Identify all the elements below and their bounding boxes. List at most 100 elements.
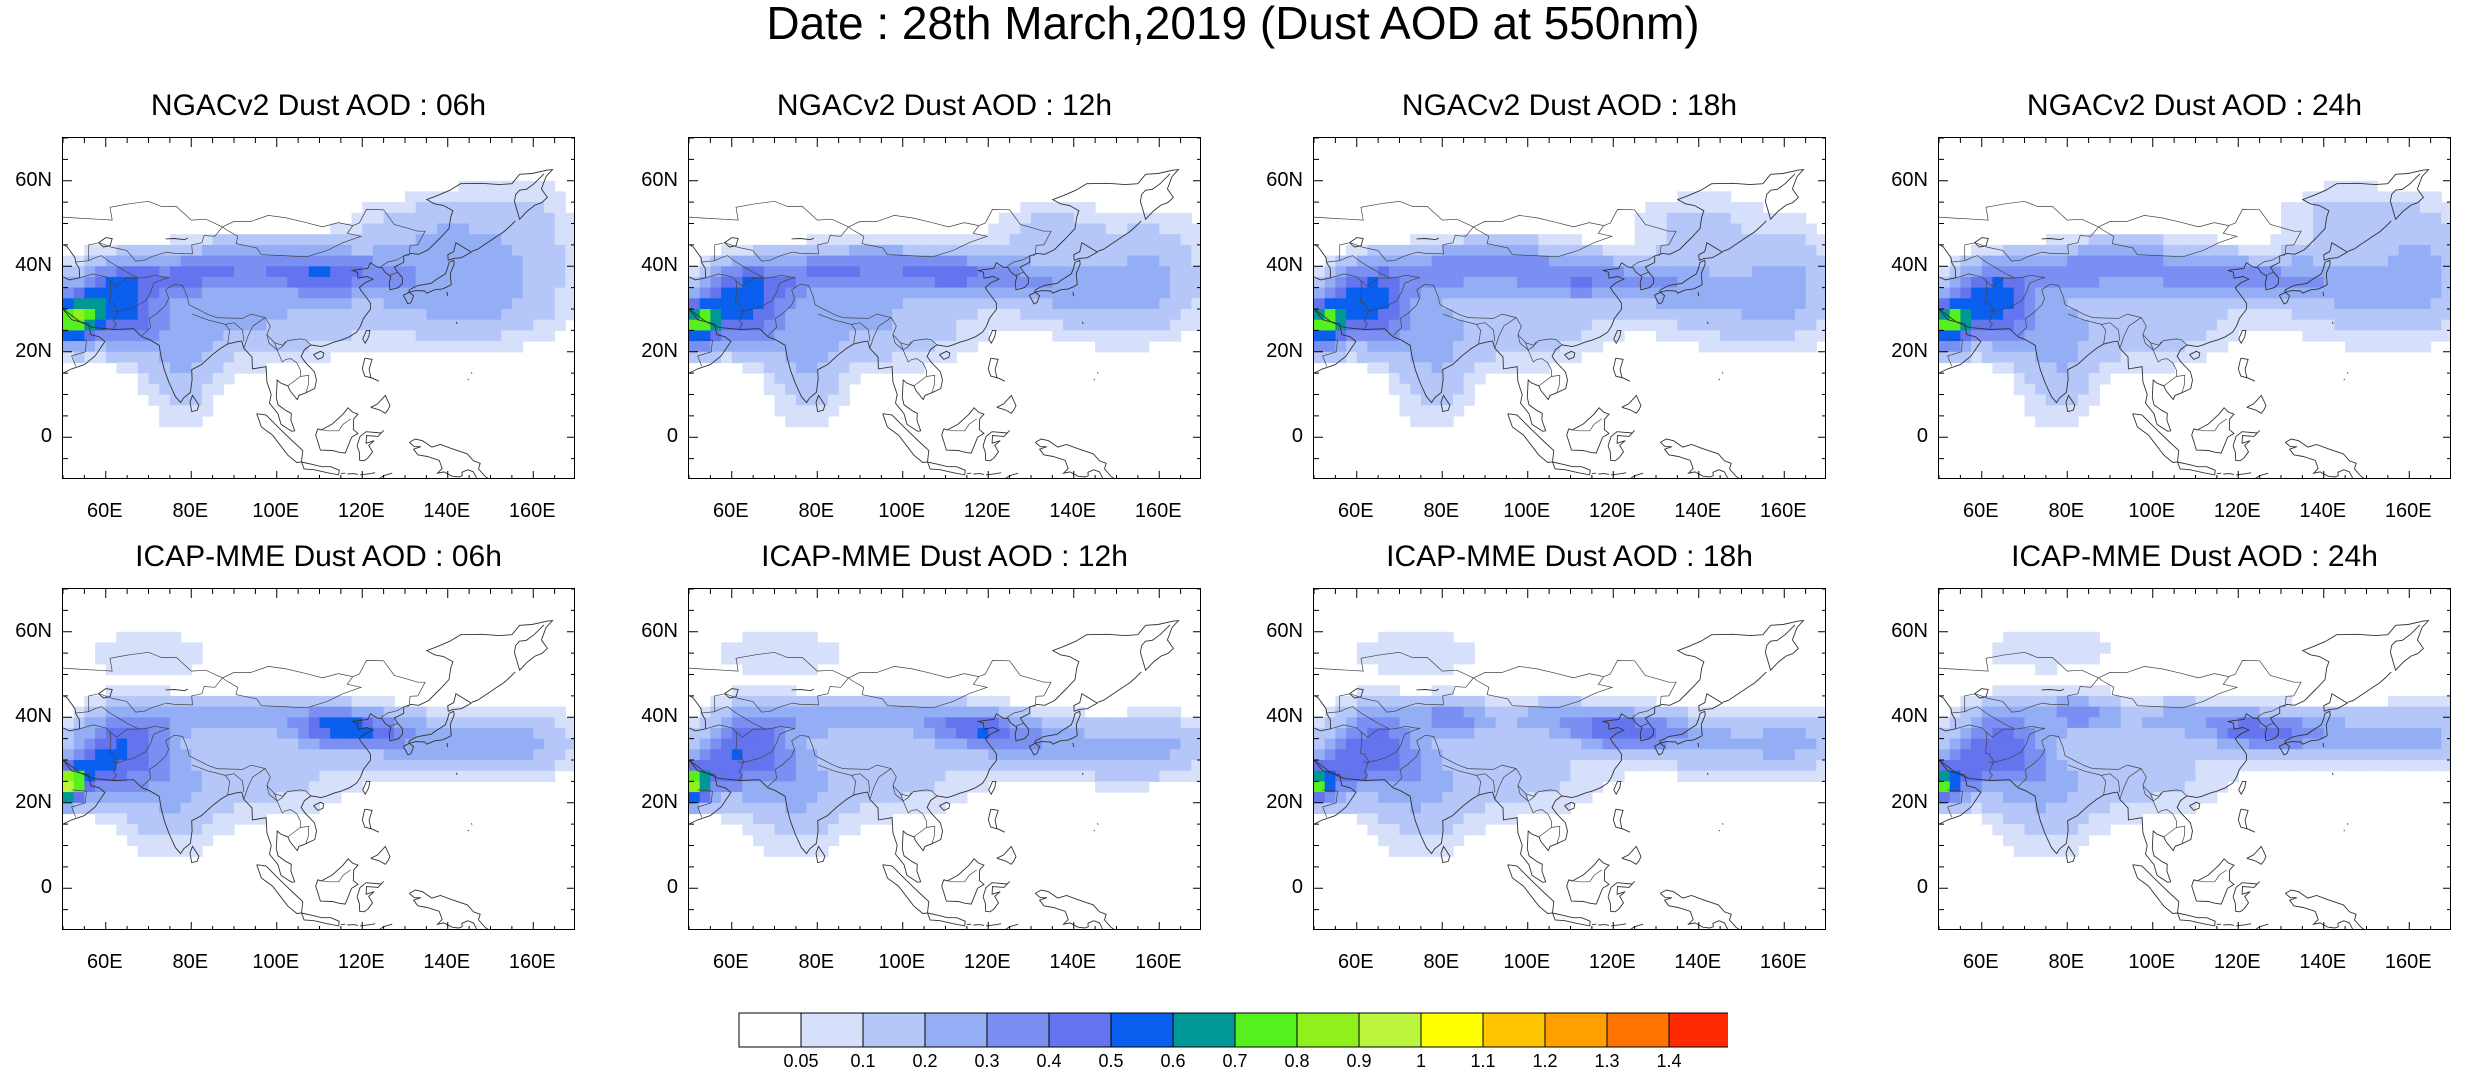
lon-tick-label: 160E (1134, 500, 1182, 522)
colorbar-swatch (862, 1012, 926, 1048)
lon-tick-label: 160E (1759, 951, 1807, 973)
lon-tick-label: 140E (2299, 500, 2347, 522)
country-borders (63, 200, 426, 432)
country-borders (63, 651, 426, 883)
colorbar-label: 1.2 (1532, 1051, 1558, 1071)
lat-tick-label: 40N (1266, 254, 1303, 277)
panel-title: ICAP-MME Dust AOD : 06h (135, 540, 502, 573)
colorbar-label: 0.2 (912, 1051, 938, 1071)
lat-tick-label: 0 (1291, 425, 1303, 448)
colorbar-label: 1.1 (1470, 1051, 1496, 1071)
lon-tick-label: 120E (337, 500, 385, 522)
lon-tick-label: 100E (252, 500, 300, 522)
colorbar-swatch (800, 1012, 864, 1048)
lon-tick-label: 140E (1049, 500, 1097, 522)
colorbar-label: 1.3 (1594, 1051, 1620, 1071)
aod-field (1314, 631, 1825, 857)
lon-tick-label: 60E (1962, 951, 1999, 973)
colorbar-label: 0.5 (1098, 1051, 1124, 1071)
lat-tick-label: 20N (1891, 790, 1928, 813)
lon-tick-label: 160E (508, 500, 556, 522)
lon-tick-label: 80E (798, 500, 835, 522)
lon-tick-label: 140E (1674, 500, 1722, 522)
colorbar-swatch (1358, 1012, 1422, 1048)
colorbar-label: 0.7 (1222, 1051, 1248, 1071)
lon-tick-label: 80E (172, 500, 209, 522)
colorbar-swatch (986, 1012, 1050, 1048)
lon-tick-label: 80E (1423, 951, 1460, 973)
map-panel (62, 588, 575, 930)
lon-tick-label: 80E (798, 951, 835, 973)
axis-ticks (63, 138, 574, 478)
lat-tick-label: 20N (641, 790, 678, 813)
lon-tick-label: 60E (86, 951, 123, 973)
lon-tick-label: 60E (1337, 951, 1374, 973)
colorbar-label: 0.8 (1284, 1051, 1310, 1071)
colorbar-label: 1.4 (1656, 1051, 1682, 1071)
map-panel (1938, 588, 2451, 930)
lon-tick-label: 140E (423, 951, 471, 973)
lon-tick-label: 140E (1049, 951, 1097, 973)
lon-tick-label: 140E (1674, 951, 1722, 973)
lat-tick-label: 60N (15, 619, 52, 642)
colorbar-swatch (924, 1012, 988, 1048)
lon-tick-label: 160E (1134, 951, 1182, 973)
map-svg (1314, 138, 1825, 478)
lon-tick-label: 100E (252, 951, 300, 973)
lat-tick-label: 20N (1266, 339, 1303, 362)
lon-tick-label: 120E (2213, 500, 2261, 522)
lon-tick-label: 160E (508, 951, 556, 973)
colorbar-label: 0.4 (1036, 1051, 1062, 1071)
map-panel (688, 137, 1201, 479)
lat-tick-label: 40N (1891, 705, 1928, 728)
country-borders (689, 651, 1052, 883)
colorbar (738, 1012, 1728, 1048)
aod-field (689, 202, 1200, 428)
map-panel (1938, 137, 2451, 479)
colorbar-swatch (1048, 1012, 1112, 1048)
country-borders (1939, 200, 2302, 432)
lon-tick-label: 120E (1588, 500, 1636, 522)
map-svg (1939, 138, 2450, 478)
lon-tick-label: 120E (2213, 951, 2261, 973)
lat-tick-label: 60N (641, 168, 678, 191)
lat-tick-label: 0 (1916, 876, 1928, 899)
lon-tick-label: 100E (1503, 500, 1551, 522)
lat-tick-label: 20N (1891, 339, 1928, 362)
map-svg (63, 138, 574, 478)
colorbar-swatch (1110, 1012, 1174, 1048)
lat-tick-label: 0 (1291, 876, 1303, 899)
lat-tick-label: 60N (15, 168, 52, 191)
panel-title: ICAP-MME Dust AOD : 18h (1386, 540, 1753, 573)
axis-ticks (689, 589, 1200, 929)
lon-tick-label: 160E (1759, 500, 1807, 522)
map-panel (1313, 588, 1826, 930)
lon-tick-label: 100E (2128, 500, 2176, 522)
lon-tick-label: 60E (86, 500, 123, 522)
colorbar-label: 1 (1415, 1051, 1426, 1071)
lat-tick-label: 60N (1891, 619, 1928, 642)
panel-title: NGACv2 Dust AOD : 18h (1401, 89, 1738, 122)
lon-tick-label: 80E (2048, 951, 2085, 973)
lon-tick-label: 120E (963, 951, 1011, 973)
coastlines (1939, 169, 2430, 478)
lon-tick-label: 160E (2384, 951, 2432, 973)
lat-tick-label: 20N (15, 790, 52, 813)
panel-title: NGACv2 Dust AOD : 06h (150, 89, 487, 122)
country-borders (1314, 651, 1677, 883)
aod-field (63, 631, 574, 857)
panel-title: ICAP-MME Dust AOD : 12h (761, 540, 1128, 573)
lat-tick-label: 40N (641, 254, 678, 277)
colorbar-swatch (1296, 1012, 1360, 1048)
lat-tick-label: 40N (1266, 705, 1303, 728)
colorbar-swatch (1482, 1012, 1546, 1048)
lon-tick-label: 60E (1962, 500, 1999, 522)
aod-field (1939, 631, 2450, 857)
lat-tick-label: 20N (15, 339, 52, 362)
lat-tick-label: 0 (40, 876, 52, 899)
map-svg (1314, 589, 1825, 929)
lon-tick-label: 100E (2128, 951, 2176, 973)
aod-field (689, 631, 1200, 857)
axis-ticks (1314, 138, 1825, 478)
lat-tick-label: 20N (1266, 790, 1303, 813)
